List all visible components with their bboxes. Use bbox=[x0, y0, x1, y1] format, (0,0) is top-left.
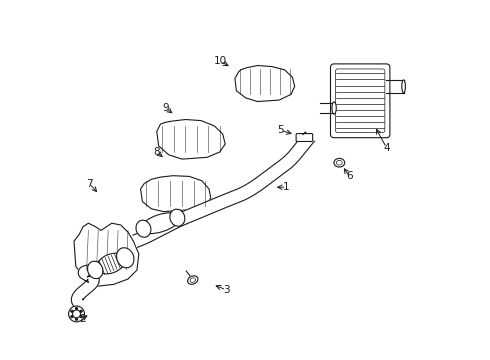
Ellipse shape bbox=[334, 158, 345, 167]
Polygon shape bbox=[133, 132, 315, 247]
Text: 1: 1 bbox=[283, 182, 290, 192]
Text: 3: 3 bbox=[223, 285, 230, 295]
Polygon shape bbox=[72, 264, 99, 307]
Text: 4: 4 bbox=[383, 143, 390, 153]
Ellipse shape bbox=[190, 278, 196, 282]
Ellipse shape bbox=[337, 160, 342, 165]
Polygon shape bbox=[141, 176, 211, 212]
Ellipse shape bbox=[402, 80, 405, 93]
Text: 8: 8 bbox=[153, 147, 160, 157]
Polygon shape bbox=[74, 223, 139, 286]
Text: 2: 2 bbox=[79, 314, 86, 324]
Text: 10: 10 bbox=[214, 56, 227, 66]
Ellipse shape bbox=[97, 253, 126, 274]
Ellipse shape bbox=[332, 102, 336, 114]
Circle shape bbox=[69, 306, 84, 322]
Ellipse shape bbox=[170, 209, 185, 226]
Circle shape bbox=[80, 310, 82, 312]
Circle shape bbox=[75, 307, 77, 309]
Ellipse shape bbox=[88, 261, 103, 279]
Ellipse shape bbox=[117, 248, 134, 268]
Text: 5: 5 bbox=[278, 125, 284, 135]
Polygon shape bbox=[157, 120, 225, 159]
Ellipse shape bbox=[188, 276, 198, 284]
Text: 7: 7 bbox=[86, 179, 93, 189]
Circle shape bbox=[80, 316, 82, 318]
FancyBboxPatch shape bbox=[330, 64, 390, 138]
Ellipse shape bbox=[141, 213, 180, 234]
Circle shape bbox=[71, 316, 73, 318]
Circle shape bbox=[75, 318, 77, 320]
FancyBboxPatch shape bbox=[296, 134, 313, 141]
Text: 9: 9 bbox=[163, 103, 169, 113]
Circle shape bbox=[71, 310, 73, 312]
Circle shape bbox=[73, 310, 80, 318]
Polygon shape bbox=[235, 66, 294, 102]
Ellipse shape bbox=[136, 220, 151, 237]
Text: 6: 6 bbox=[346, 171, 353, 181]
